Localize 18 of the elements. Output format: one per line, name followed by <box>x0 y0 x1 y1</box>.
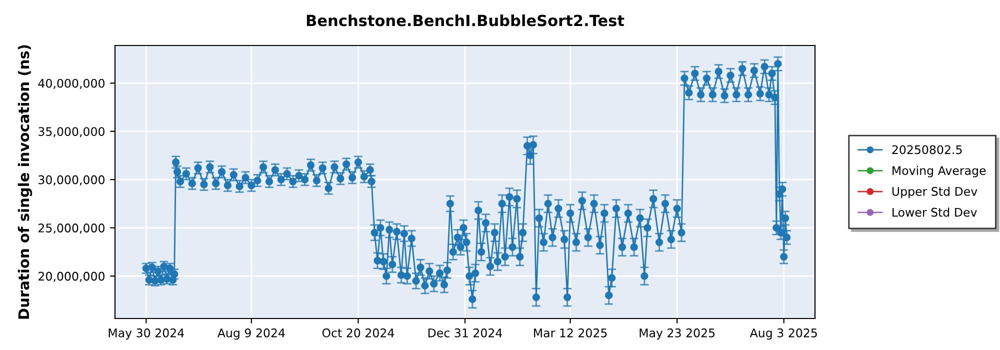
y-axis-title: Duration of single invocation (ns) <box>18 45 32 319</box>
y-tick-label: 40,000,000 <box>38 78 104 89</box>
x-tick-label: Dec 31 2024 <box>428 328 502 338</box>
legend-label: Upper Std Dev <box>892 186 978 198</box>
y-tick-label: 35,000,000 <box>38 127 104 138</box>
x-tick-label: May 30 2024 <box>108 328 184 340</box>
y-tick-label: 30,000,000 <box>38 175 104 186</box>
legend-label: 20250802.5 <box>892 145 962 154</box>
x-tick-label: Mar 12 2025 <box>534 328 607 338</box>
x-tick-label: May 23 2025 <box>640 328 715 340</box>
y-tick-label: 20,000,000 <box>38 272 104 282</box>
legend-label: Lower Std Dev <box>892 208 977 217</box>
x-tick-label: Aug 3 2025 <box>750 328 817 340</box>
legend-label: Moving Average <box>892 166 986 178</box>
x-tick-label: Oct 20 2024 <box>322 328 394 338</box>
y-tick-label: 25,000,000 <box>38 224 104 234</box>
chart-title: Benchstone.BenchI.BubbleSort2.Test <box>306 14 624 26</box>
x-tick-label: Aug 9 2024 <box>217 328 285 340</box>
